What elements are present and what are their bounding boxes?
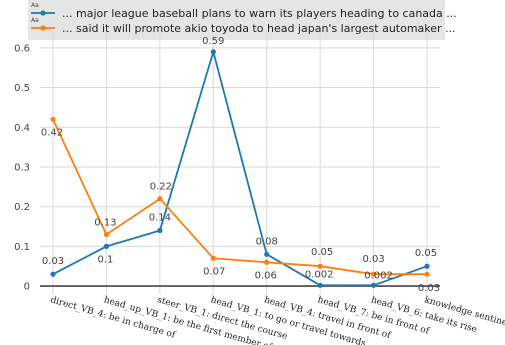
y-axis: 0 0.1 0.2 0.3 0.4 0.5 0.6	[14, 43, 30, 292]
legend-font-glyph: Aa	[31, 17, 39, 24]
data-label: 0.03	[418, 283, 440, 294]
y-tick-label: 0.6	[14, 43, 30, 54]
y-tick-label: 0.5	[14, 83, 30, 94]
data-label: 0.002	[364, 270, 393, 281]
x-axis: direct_VB_4: be in charge ofhead_up_VB_1…	[49, 295, 505, 345]
data-label: 0.07	[203, 266, 225, 277]
data-point	[370, 271, 377, 277]
series	[50, 48, 430, 288]
data-point	[210, 49, 216, 55]
legend-background	[28, 0, 445, 40]
data-point	[157, 227, 163, 234]
y-tick-label: 0.3	[14, 162, 30, 173]
series-line	[52, 48, 428, 287]
legend-font-glyph: Aa	[31, 2, 39, 9]
legend-label: ... said it will promote akio toyoda to …	[62, 22, 456, 35]
data-point	[264, 259, 270, 265]
data-label: 0.22	[150, 182, 172, 193]
data-point	[210, 255, 216, 261]
data-label: 0.1	[97, 254, 113, 265]
legend-entry-0: Aa ... major league baseball plans to war…	[31, 2, 457, 20]
y-tick-label: 0.1	[14, 242, 30, 253]
data-point	[103, 231, 110, 238]
data-point	[317, 263, 323, 269]
data-label: 0.03	[362, 254, 384, 265]
legend: Aa ... major league baseball plans to war…	[28, 0, 457, 40]
y-tick-label: 0	[24, 282, 30, 293]
data-label: 0.05	[415, 248, 437, 259]
data-label: 0.42	[41, 127, 63, 138]
data-point	[50, 271, 56, 277]
series-line	[52, 118, 427, 276]
data-point	[50, 116, 56, 122]
data-label: 0.05	[311, 247, 333, 258]
data-label: 0.08	[256, 236, 278, 247]
data-point	[370, 282, 377, 288]
legend-label: ... major league baseball plans to warn …	[62, 7, 457, 20]
series-1	[50, 116, 430, 277]
data-label: 0.03	[42, 256, 64, 267]
data-label: 0.14	[149, 213, 171, 224]
data-labels: 0.03 0.1 0.14 0.59 0.08 0.002 0.002 0.05 0.42 0.1…	[41, 36, 440, 294]
data-point	[424, 271, 430, 277]
legend-swatch-marker	[40, 25, 46, 31]
y-tick-label: 0.2	[14, 202, 30, 213]
data-point	[264, 251, 270, 257]
data-label: 0.13	[94, 217, 116, 228]
data-label: 0.59	[202, 36, 224, 47]
data-label: 0.002	[305, 269, 334, 280]
data-point	[424, 263, 430, 269]
grid	[40, 31, 440, 295]
data-point	[157, 196, 163, 202]
legend-entry-1: Aa ... said it will promote akio toyoda t…	[31, 17, 456, 35]
legend-swatch-marker	[40, 10, 46, 16]
data-point	[317, 282, 323, 288]
series-0	[50, 48, 430, 288]
y-tick-label: 0.4	[14, 123, 30, 134]
data-point	[103, 243, 110, 249]
data-label: 0.06	[255, 270, 277, 281]
